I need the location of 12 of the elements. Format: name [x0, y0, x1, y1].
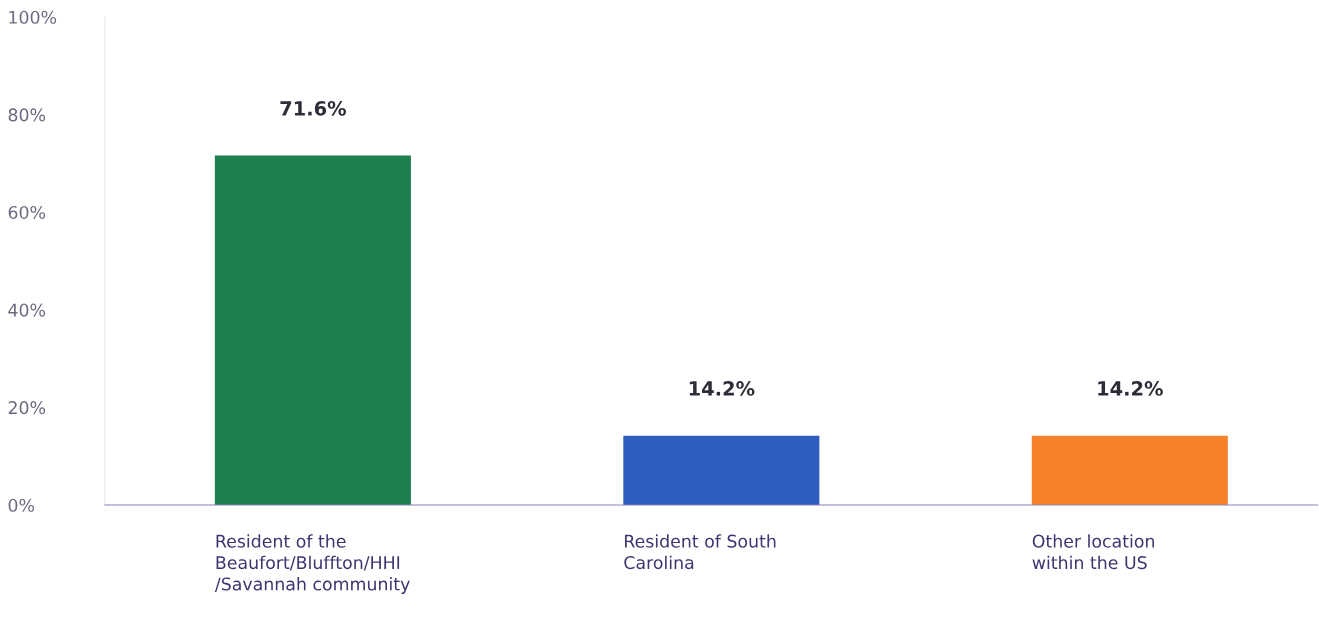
x-tick-label: Resident of the Beaufort/Bluffton/HHI /Savannah community [214, 534, 410, 594]
y-tick-label: 60% [8, 205, 46, 220]
y-tick-label: 100% [9, 10, 57, 24]
y-tick-label: 80% [8, 108, 46, 122]
y-tick-label: 40% [8, 303, 46, 317]
data-label: 14.2% [1098, 381, 1163, 396]
data-label: 14.2% [689, 381, 755, 396]
y-tick-label: 0% [8, 498, 35, 512]
x-tick-label: Resident of South Carolina [624, 534, 776, 570]
y-tick-label: 20% [8, 401, 46, 415]
data-label: 71.6% [280, 101, 347, 116]
x-tick-label: Other location within the US [1032, 534, 1154, 570]
